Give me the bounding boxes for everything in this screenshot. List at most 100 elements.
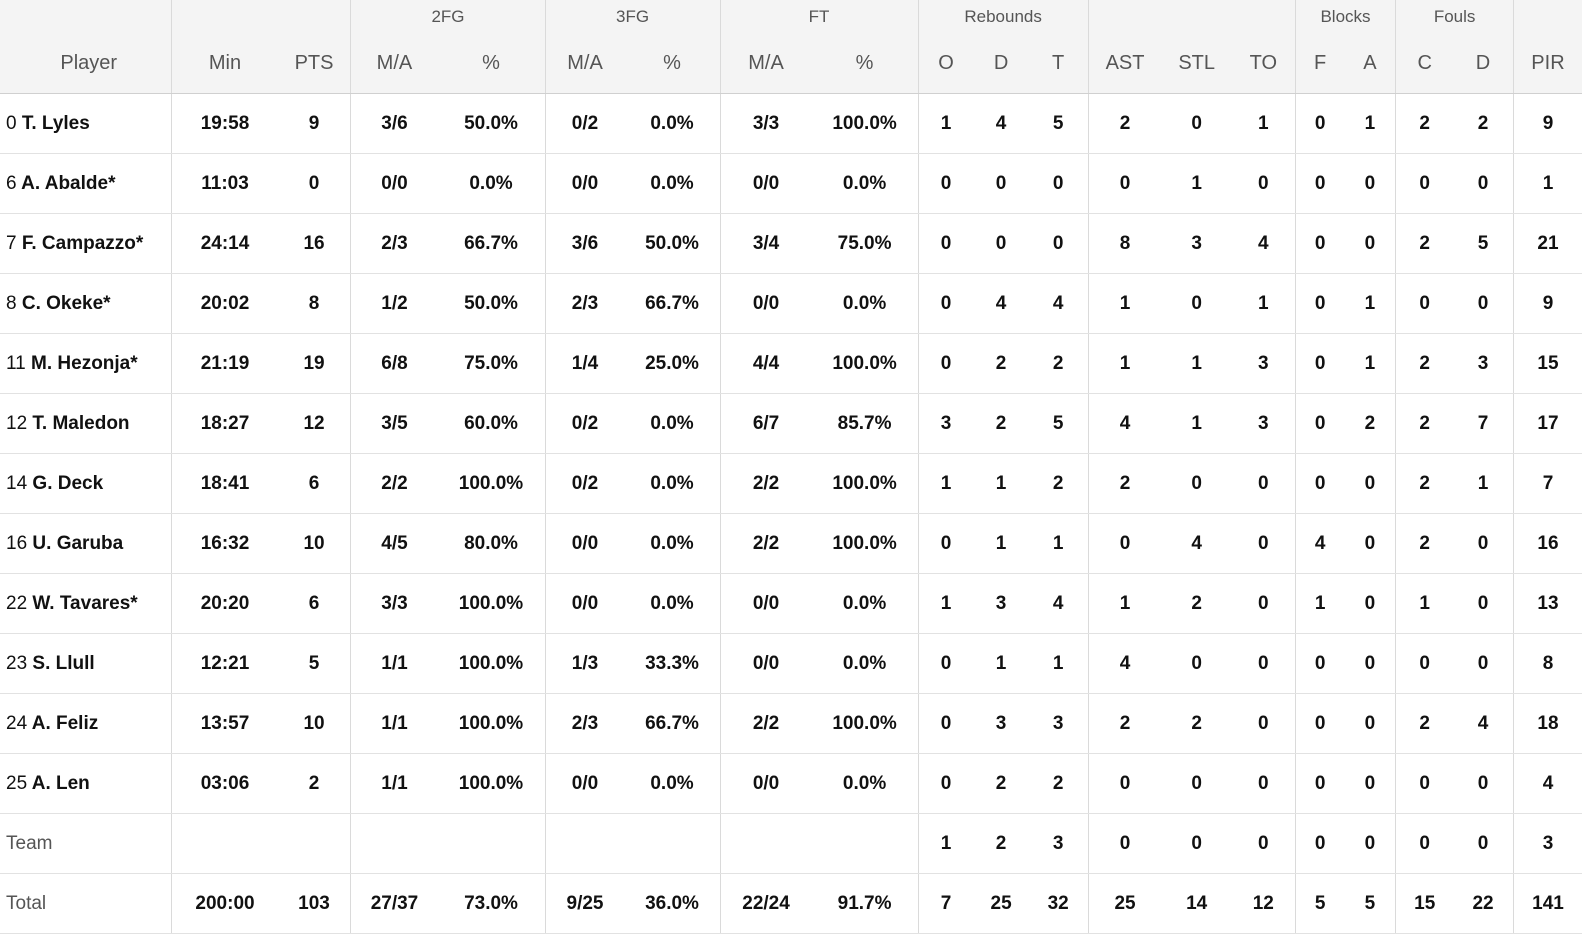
stat-ft-pct: 91.7% (811, 873, 919, 934)
stat-3fg-ma: 0/0 (544, 153, 625, 214)
player-cell: 16 U. Garuba (0, 513, 172, 574)
column-header-blocks-a[interactable]: A (1344, 33, 1396, 94)
stat-3fg-ma: 2/3 (544, 693, 625, 754)
column-header-3fg-ma[interactable]: M/A (544, 33, 625, 94)
stat-to: 3 (1231, 393, 1296, 454)
stat-stl: 2 (1161, 693, 1232, 754)
player-number: 6 (6, 172, 17, 194)
stat-ast: 2 (1087, 453, 1162, 514)
player-row: 25 A. Len 03:06 2 1/1 100.0% 0/0 0.0% 0/0 0.0% 0 2… (0, 753, 1582, 814)
column-header-to[interactable]: TO (1231, 33, 1296, 94)
stat-to: 0 (1231, 573, 1296, 634)
stat-reb-t: 2 (1028, 333, 1089, 394)
stat-blocks-a: 2 (1344, 393, 1396, 454)
stat-reb-d: 2 (973, 393, 1029, 454)
stat-stl: 2 (1161, 573, 1232, 634)
stat-3fg-pct (624, 813, 721, 874)
player-name-link[interactable]: A. Len (31, 772, 90, 794)
stat-ast: 2 (1087, 93, 1162, 154)
stat-2fg-pct: 75.0% (437, 333, 546, 394)
player-name-link[interactable]: A. Feliz (31, 712, 99, 734)
player-name-link[interactable]: M. Hezonja* (31, 352, 138, 374)
column-header-ft-ma[interactable]: M/A (719, 33, 812, 94)
total-row: Total 200:00 103 27/37 73.0% 9/25 36.0% 22/24 91… (0, 873, 1582, 934)
stat-3fg-ma: 1/4 (544, 333, 625, 394)
stat-3fg-ma: 0/0 (544, 513, 625, 574)
stat-3fg-pct: 66.7% (624, 273, 721, 334)
stat-2fg-pct (437, 813, 546, 874)
column-header-row: Player Min PTS M/A % M/A % M/A % O D T A… (0, 33, 1582, 94)
player-number: 11 (6, 352, 26, 374)
stat-2fg-pct: 66.7% (437, 213, 546, 274)
total-row-label: Total (0, 873, 172, 934)
column-header-ft-pct[interactable]: % (811, 33, 919, 94)
player-name-link[interactable]: C. Okeke* (21, 292, 111, 314)
stat-2fg-pct: 100.0% (437, 573, 546, 634)
stat-3fg-pct: 36.0% (624, 873, 721, 934)
column-header-reb-o[interactable]: O (917, 33, 974, 94)
stat-fouls-d: 0 (1453, 513, 1514, 574)
stat-ft-pct: 0.0% (811, 273, 919, 334)
column-header-3fg-pct[interactable]: % (624, 33, 721, 94)
column-header-2fg-pct[interactable]: % (437, 33, 546, 94)
stat-reb-o: 1 (917, 813, 974, 874)
column-header-fouls-d[interactable]: D (1453, 33, 1514, 94)
column-header-fouls-c[interactable]: C (1395, 33, 1454, 94)
stat-stl: 1 (1161, 153, 1232, 214)
stat-reb-o: 0 (917, 753, 974, 814)
stat-ft-pct: 0.0% (811, 153, 919, 214)
stat-ft-pct (811, 813, 919, 874)
player-number: 7 (6, 232, 17, 254)
stat-blocks-a: 0 (1344, 153, 1396, 214)
stat-reb-t: 1 (1028, 633, 1089, 694)
stat-pts: 2 (277, 753, 351, 814)
column-header-pir[interactable]: PIR (1512, 33, 1582, 94)
stat-ft-ma: 0/0 (719, 753, 812, 814)
stat-ft-pct: 75.0% (811, 213, 919, 274)
player-name-link[interactable]: W. Tavares* (32, 592, 138, 614)
player-row: 16 U. Garuba 16:32 10 4/5 80.0% 0/0 0.0% 2/2 100… (0, 513, 1582, 574)
column-header-reb-d[interactable]: D (973, 33, 1029, 94)
stat-reb-t: 0 (1028, 213, 1089, 274)
stat-pir: 7 (1512, 453, 1582, 514)
group-ft: FT (719, 0, 919, 33)
stat-fouls-d: 22 (1453, 873, 1514, 934)
stat-min: 18:41 (171, 453, 278, 514)
column-header-player[interactable]: Player (0, 33, 172, 94)
stat-fouls-d: 3 (1453, 333, 1514, 394)
stat-blocks-f: 0 (1294, 453, 1345, 514)
player-cell: 23 S. Llull (0, 633, 172, 694)
player-name-link[interactable]: F. Campazzo* (21, 232, 144, 254)
player-row: 7 F. Campazzo* 24:14 16 2/3 66.7% 3/6 50.0% 3/4… (0, 213, 1582, 274)
player-name-link[interactable]: U. Garuba (32, 532, 124, 554)
player-name-link[interactable]: S. Llull (32, 652, 95, 674)
stat-min: 20:20 (171, 573, 278, 634)
player-name-link[interactable]: T. Maledon (32, 412, 130, 434)
player-name-link[interactable]: A. Abalde* (21, 172, 116, 194)
stat-3fg-ma: 1/3 (544, 633, 625, 694)
stat-3fg-pct: 0.0% (624, 453, 721, 514)
stat-min: 13:57 (171, 693, 278, 754)
column-header-reb-t[interactable]: T (1028, 33, 1089, 94)
stat-reb-t: 5 (1028, 393, 1089, 454)
stat-reb-o: 0 (917, 153, 974, 214)
stat-3fg-ma: 2/3 (544, 273, 625, 334)
column-header-blocks-f[interactable]: F (1294, 33, 1345, 94)
player-name-link[interactable]: T. Lyles (21, 112, 90, 134)
stat-fouls-c: 2 (1395, 93, 1454, 154)
column-header-2fg-ma[interactable]: M/A (350, 33, 438, 94)
column-header-pts[interactable]: PTS (277, 33, 351, 94)
stat-fouls-d: 2 (1453, 93, 1514, 154)
column-header-ast[interactable]: AST (1087, 33, 1162, 94)
stat-to: 4 (1231, 213, 1296, 274)
column-header-stl[interactable]: STL (1161, 33, 1232, 94)
player-number: 8 (6, 292, 17, 314)
stat-3fg-ma: 0/2 (544, 453, 625, 514)
stat-pir: 4 (1512, 753, 1582, 814)
stat-fouls-c: 2 (1395, 333, 1454, 394)
stat-3fg-ma: 0/2 (544, 93, 625, 154)
column-header-min[interactable]: Min (171, 33, 278, 94)
stat-min: 03:06 (171, 753, 278, 814)
player-name-link[interactable]: G. Deck (32, 472, 104, 494)
stat-ft-ma: 2/2 (719, 453, 812, 514)
